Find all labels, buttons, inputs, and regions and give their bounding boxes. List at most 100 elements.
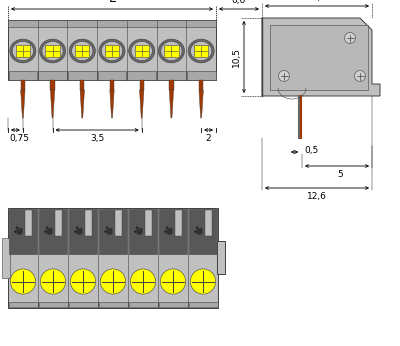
Bar bbox=[24, 210, 32, 236]
Bar bbox=[39, 209, 67, 254]
Bar bbox=[8, 20, 216, 27]
Bar bbox=[38, 71, 67, 80]
Circle shape bbox=[344, 33, 356, 44]
Bar bbox=[204, 210, 212, 236]
Bar bbox=[159, 209, 187, 254]
Ellipse shape bbox=[10, 39, 36, 63]
Bar bbox=[128, 302, 158, 307]
Bar bbox=[110, 228, 113, 231]
Circle shape bbox=[160, 269, 186, 294]
Bar bbox=[158, 302, 188, 307]
Bar bbox=[217, 241, 225, 274]
Circle shape bbox=[76, 228, 83, 235]
Bar bbox=[76, 226, 78, 229]
Bar bbox=[99, 209, 127, 254]
Ellipse shape bbox=[42, 42, 63, 61]
Bar bbox=[198, 232, 201, 235]
Bar bbox=[110, 80, 114, 90]
Bar bbox=[164, 230, 167, 233]
Bar bbox=[21, 80, 25, 90]
Bar bbox=[196, 226, 198, 229]
Bar bbox=[134, 45, 149, 57]
Circle shape bbox=[130, 269, 156, 294]
Bar bbox=[48, 232, 51, 235]
Ellipse shape bbox=[158, 39, 184, 63]
Bar bbox=[38, 302, 68, 307]
Bar bbox=[8, 302, 38, 307]
Bar bbox=[68, 71, 97, 80]
Bar bbox=[164, 45, 178, 57]
Bar bbox=[98, 302, 128, 307]
Bar bbox=[108, 232, 111, 235]
Bar bbox=[129, 209, 157, 254]
Bar bbox=[104, 230, 107, 233]
Ellipse shape bbox=[40, 39, 66, 63]
Text: 10,5: 10,5 bbox=[232, 47, 241, 67]
Bar bbox=[18, 232, 21, 235]
Polygon shape bbox=[50, 90, 55, 118]
Bar bbox=[194, 230, 197, 233]
Bar bbox=[114, 210, 122, 236]
Circle shape bbox=[354, 71, 366, 82]
Bar bbox=[16, 45, 30, 57]
Bar bbox=[187, 71, 216, 80]
Bar bbox=[54, 210, 62, 236]
Bar bbox=[74, 230, 77, 233]
Bar bbox=[80, 80, 84, 90]
Bar bbox=[157, 71, 186, 80]
Bar bbox=[134, 230, 137, 233]
Bar bbox=[69, 209, 97, 254]
Circle shape bbox=[16, 228, 23, 235]
Circle shape bbox=[40, 269, 66, 294]
Ellipse shape bbox=[102, 42, 122, 61]
Bar bbox=[174, 210, 182, 236]
Polygon shape bbox=[262, 18, 380, 96]
Bar bbox=[140, 80, 144, 90]
Bar bbox=[169, 80, 174, 90]
Bar bbox=[75, 45, 90, 57]
Bar bbox=[199, 80, 203, 90]
Bar bbox=[8, 71, 37, 80]
Bar bbox=[140, 228, 143, 231]
Bar bbox=[194, 45, 208, 57]
Bar bbox=[46, 45, 60, 57]
Text: 3,5: 3,5 bbox=[90, 134, 104, 143]
Bar bbox=[166, 226, 168, 229]
Bar bbox=[14, 230, 17, 233]
Ellipse shape bbox=[72, 42, 93, 61]
Bar bbox=[46, 226, 48, 229]
Text: 0,6: 0,6 bbox=[232, 0, 246, 5]
Ellipse shape bbox=[161, 42, 182, 61]
Bar bbox=[78, 232, 81, 235]
Bar bbox=[200, 228, 203, 231]
Ellipse shape bbox=[69, 39, 95, 63]
Bar bbox=[168, 232, 171, 235]
Ellipse shape bbox=[188, 39, 214, 63]
Circle shape bbox=[106, 228, 113, 235]
Bar bbox=[270, 25, 368, 90]
Bar bbox=[106, 226, 108, 229]
Bar bbox=[20, 228, 23, 231]
Bar bbox=[9, 209, 37, 254]
Text: 0,5: 0,5 bbox=[304, 146, 318, 155]
Bar bbox=[80, 228, 83, 231]
Bar bbox=[189, 209, 217, 254]
Text: 2: 2 bbox=[206, 134, 211, 143]
Circle shape bbox=[166, 228, 173, 235]
Ellipse shape bbox=[12, 42, 34, 61]
Circle shape bbox=[46, 228, 53, 235]
Ellipse shape bbox=[129, 39, 155, 63]
Circle shape bbox=[70, 269, 96, 294]
Polygon shape bbox=[169, 90, 174, 118]
Bar bbox=[8, 208, 218, 308]
Bar bbox=[84, 210, 92, 236]
Polygon shape bbox=[21, 90, 25, 118]
Bar bbox=[188, 302, 218, 307]
Bar bbox=[68, 302, 98, 307]
Circle shape bbox=[10, 269, 36, 294]
Ellipse shape bbox=[190, 42, 212, 61]
Bar bbox=[16, 226, 18, 229]
Bar bbox=[50, 80, 55, 90]
Bar bbox=[105, 45, 119, 57]
Circle shape bbox=[136, 228, 143, 235]
